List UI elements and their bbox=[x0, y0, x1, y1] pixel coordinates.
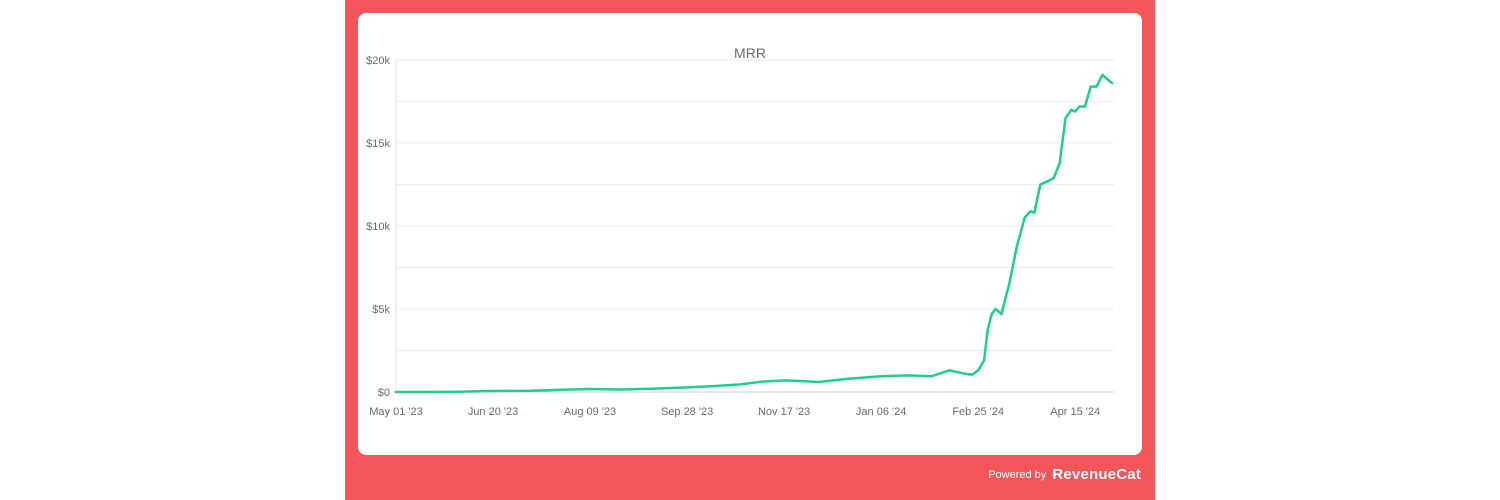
y-tick-label: $0 bbox=[378, 387, 390, 399]
y-axis: $0 $5k $10k $15k $20k bbox=[366, 55, 390, 399]
y-tick-label: $15k bbox=[366, 138, 390, 150]
y-tick-label: $10k bbox=[366, 221, 390, 233]
revenuecat-logo: RevenueCat bbox=[1052, 466, 1141, 483]
series-layer bbox=[394, 73, 1114, 394]
mrr-series-line bbox=[394, 73, 1114, 394]
x-tick-label: Aug 09 '23 bbox=[564, 406, 616, 418]
x-tick-label: Jan 06 '24 bbox=[856, 406, 906, 418]
x-tick-label: Sep 28 '23 bbox=[661, 406, 713, 418]
chart-card: MRR $0 $5k $10k $15k $20k May 01 '23 Jun 20 '… bbox=[358, 13, 1142, 455]
x-tick-label: May 01 '23 bbox=[369, 406, 422, 418]
y-tick-label: $20k bbox=[366, 55, 390, 67]
x-axis: May 01 '23 Jun 20 '23 Aug 09 '23 Sep 28 '23… bbox=[369, 406, 1100, 418]
grid-lines bbox=[395, 59, 1114, 393]
y-tick-label: $5k bbox=[372, 304, 390, 316]
x-tick-label: Apr 15 '24 bbox=[1050, 406, 1100, 418]
chart-title: MRR bbox=[734, 45, 766, 61]
powered-by-footer: Powered by RevenueCat bbox=[988, 466, 1141, 483]
mrr-line-chart: $0 $5k $10k $15k $20k May 01 '23 Jun 20 '23 Au… bbox=[366, 55, 1114, 418]
powered-by-text: Powered by bbox=[988, 468, 1047, 481]
x-tick-label: Nov 17 '23 bbox=[758, 406, 810, 418]
x-tick-label: Jun 20 '23 bbox=[468, 406, 518, 418]
x-tick-label: Feb 25 '24 bbox=[952, 406, 1004, 418]
brand-panel: MRR $0 $5k $10k $15k $20k May 01 '23 Jun 20 '… bbox=[345, 0, 1155, 500]
